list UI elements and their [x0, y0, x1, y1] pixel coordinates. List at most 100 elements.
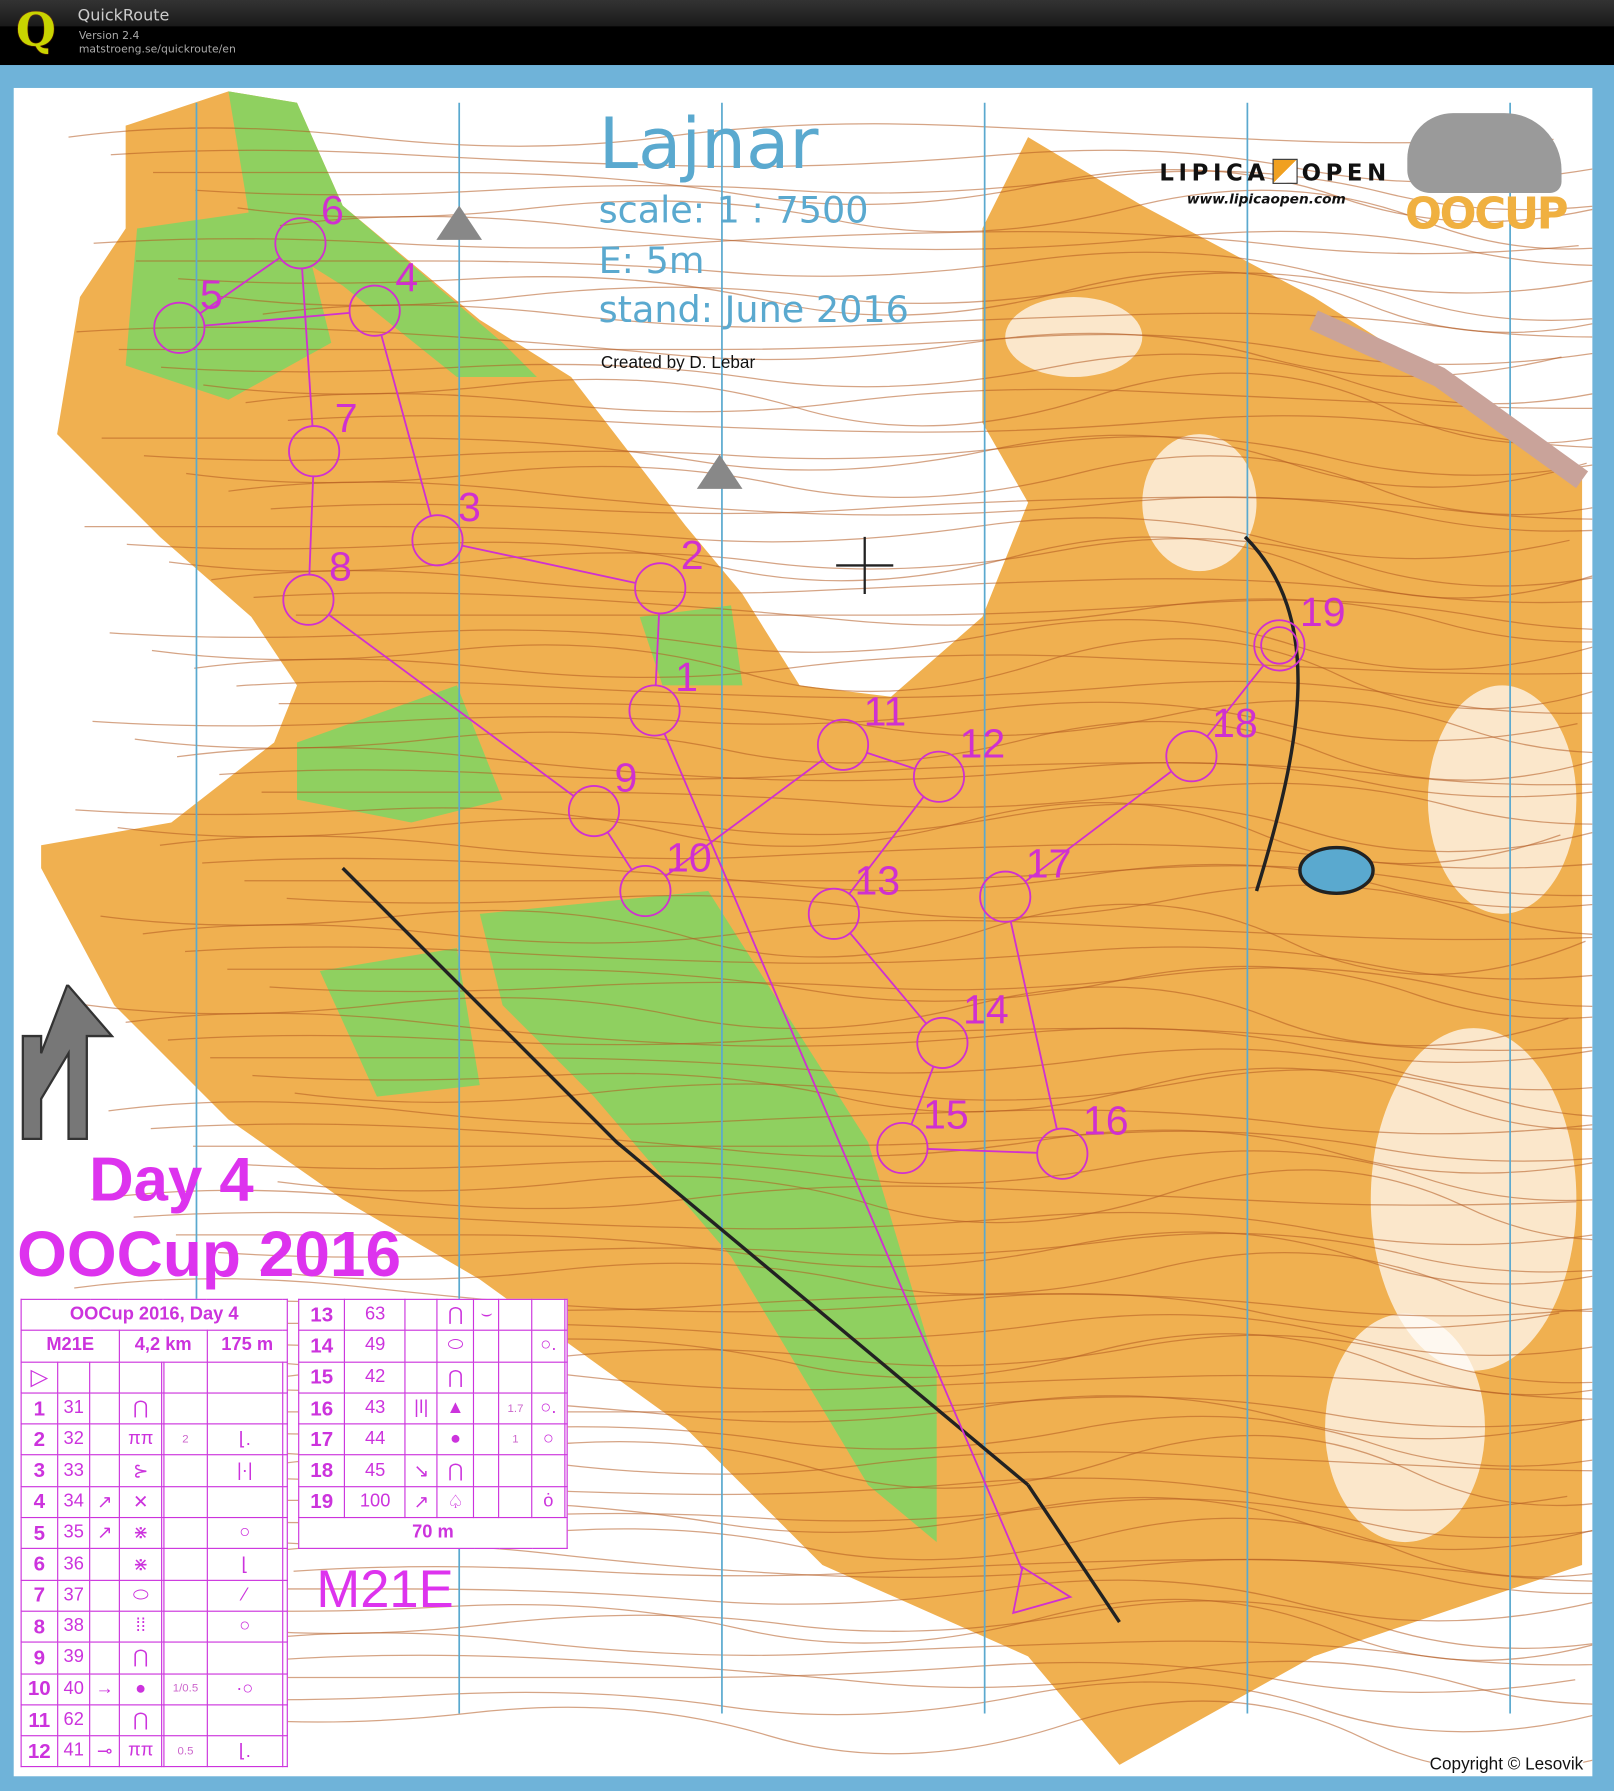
course-leg	[910, 1066, 935, 1125]
contour-line	[91, 1185, 1577, 1210]
control-number: 17	[298, 1423, 346, 1456]
control-symbol	[163, 1641, 208, 1675]
control-symbol	[89, 1610, 120, 1643]
contour-line	[161, 353, 1593, 405]
contour-line	[195, 170, 1593, 211]
control-symbol	[498, 1485, 533, 1519]
control-number: 2	[20, 1423, 59, 1456]
control-circle	[282, 573, 335, 626]
control-symbol	[404, 1329, 438, 1363]
contour-line	[93, 230, 1579, 255]
control-symbol: ⁞⁞	[118, 1610, 163, 1643]
control-row: 2 32 ππ 2 ⌊.	[20, 1423, 288, 1456]
contour-line	[260, 1252, 1593, 1312]
control-symbol: ↘	[404, 1454, 438, 1488]
control-symbol: ⊸	[89, 1735, 120, 1768]
contour-line	[83, 986, 1569, 1047]
control-symbol	[473, 1423, 500, 1456]
control-number: 16	[298, 1392, 346, 1425]
control-circle	[1036, 1127, 1089, 1180]
contour-line	[202, 857, 1593, 909]
control-symbol	[281, 1672, 288, 1706]
control-circle	[979, 870, 1032, 923]
lake	[1298, 845, 1375, 895]
day-label: Day 4	[89, 1145, 254, 1215]
control-row: 4 34 ↗ ✕	[20, 1485, 288, 1519]
control-symbol	[473, 1329, 500, 1363]
contour-line	[293, 1558, 1593, 1582]
track	[341, 535, 1300, 1624]
map-title: Lajnar	[598, 101, 819, 186]
control-symbol: ●	[436, 1423, 475, 1456]
control-number: 8	[20, 1610, 59, 1643]
finish-distance: 70 m	[298, 1517, 568, 1550]
control-symbol	[163, 1704, 208, 1737]
control-symbol: ⋂	[118, 1392, 163, 1425]
contour-line	[68, 123, 1554, 147]
control-code: 32	[56, 1423, 91, 1456]
control-code: 49	[344, 1329, 407, 1363]
contour-line	[134, 720, 1593, 781]
control-symbol: ⋂	[436, 1298, 475, 1332]
course-leg	[461, 544, 636, 584]
control-symbol	[498, 1298, 533, 1332]
terrain-forest-area	[296, 685, 503, 823]
control-circle	[912, 750, 966, 803]
contour-line	[75, 801, 1561, 865]
control-row: 18 45 ↘ ⋂	[298, 1454, 568, 1488]
orienteering-map[interactable]: Lajnar scale: 1 : 7500 E: 5m stand: June…	[13, 87, 1593, 1777]
control-row: 19 100 ↗ ♤ ȯ	[298, 1485, 568, 1519]
control-symbol	[281, 1423, 288, 1456]
terrain-forest-area	[228, 91, 537, 377]
control-symbol	[498, 1454, 533, 1488]
course-leg	[301, 268, 314, 427]
control-number-label: 2	[680, 531, 704, 579]
contour-line	[110, 149, 1593, 183]
control-code: 62	[56, 1704, 91, 1737]
control-row: 8 38 ⁞⁞ ○	[20, 1610, 288, 1643]
course-leg	[199, 256, 281, 315]
control-symbol: ↗	[404, 1485, 438, 1519]
control-code: 63	[344, 1298, 407, 1332]
map-scale: scale: 1 : 7500	[598, 188, 869, 232]
oocup-logo: OOCUP	[1405, 188, 1569, 239]
control-symbol	[163, 1485, 208, 1519]
control-row: 7 37 ⬭ ⁄	[20, 1579, 288, 1612]
course-leg	[1024, 770, 1172, 883]
terrain-white-area	[1142, 434, 1257, 572]
control-symbol: ⌊.	[206, 1423, 284, 1456]
map-stand: stand: June 2016	[598, 287, 909, 332]
control-number-label: 10	[665, 833, 712, 881]
course-leg	[380, 334, 432, 517]
app-url: matstroeng.se/quickroute/en	[78, 42, 236, 56]
control-symbol: ♤	[436, 1485, 475, 1519]
control-row: 12 41 ⊸ ππ 0.5 ⌊.	[20, 1735, 288, 1768]
control-symbol	[206, 1704, 284, 1737]
control-row: 3 33 ⊱ |·|	[20, 1454, 288, 1488]
app-version: Version 2.4	[78, 29, 140, 43]
contour-line	[253, 592, 1593, 643]
control-circle	[567, 784, 621, 838]
control-number: 6	[20, 1548, 59, 1581]
control-symbol: ○	[531, 1423, 566, 1456]
crosshair-icon	[836, 536, 894, 594]
control-number-label: 8	[328, 542, 352, 590]
control-symbol: ππ	[118, 1423, 163, 1456]
control-symbol: ⬭	[118, 1579, 163, 1612]
control-code: 41	[56, 1735, 91, 1768]
contour-line	[76, 326, 1562, 378]
contour-line	[228, 481, 1593, 532]
control-symbol	[564, 1361, 568, 1394]
control-symbol	[281, 1735, 288, 1768]
control-row: 10 40 → ● 1/0.5 ·○	[20, 1672, 288, 1706]
contour-line	[194, 654, 1593, 679]
control-number-label: 19	[1299, 588, 1346, 636]
contour-line	[220, 272, 1593, 322]
contour-line	[90, 1661, 1576, 1693]
control-code: 34	[56, 1485, 91, 1519]
control-symbol	[163, 1548, 208, 1581]
course-leg	[654, 613, 660, 686]
control-symbol: ⋇	[118, 1548, 163, 1581]
control-number-label: 14	[962, 985, 1009, 1033]
control-symbol	[404, 1423, 438, 1456]
